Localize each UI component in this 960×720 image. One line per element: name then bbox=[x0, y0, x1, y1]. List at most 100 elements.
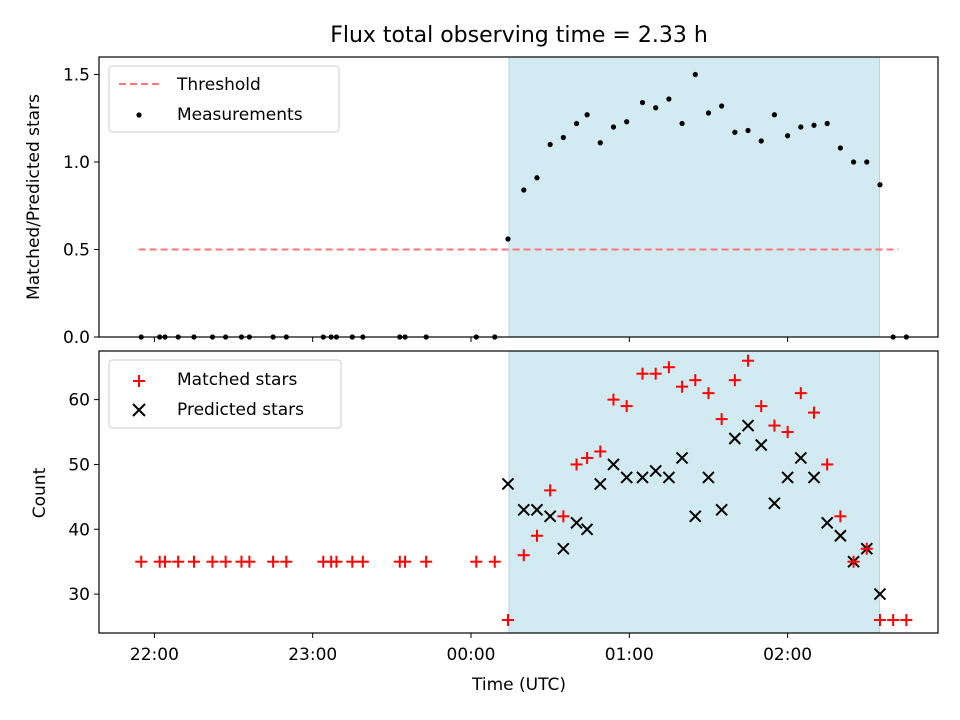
bottom-observing-window bbox=[508, 350, 880, 634]
measurement-point bbox=[679, 120, 685, 127]
matched-stars-point bbox=[702, 387, 715, 400]
measurement-point bbox=[837, 145, 843, 151]
matched-stars-point bbox=[530, 529, 543, 542]
legend-predicted-swatch bbox=[132, 403, 146, 417]
predicted-stars-point bbox=[649, 464, 662, 478]
matched-stars-point bbox=[581, 451, 594, 464]
legend-measurements-swatch bbox=[136, 112, 142, 118]
matched-stars-point bbox=[689, 374, 702, 387]
predicted-stars-point bbox=[689, 510, 702, 523]
predicted-stars-point bbox=[543, 510, 557, 523]
predicted-stars-point bbox=[794, 451, 808, 465]
top-observing-window bbox=[508, 56, 880, 338]
top-y-tick-label: 1.5 bbox=[63, 66, 90, 86]
top-y-tick-label: 1.0 bbox=[63, 153, 90, 173]
bottom-legend: Matched stars Predicted stars bbox=[108, 359, 342, 429]
measurement-point bbox=[692, 71, 698, 78]
measurement-point bbox=[705, 110, 712, 116]
bottom-y-tick-label: 60 bbox=[68, 391, 90, 411]
measurement-point bbox=[653, 105, 659, 111]
measurement-point bbox=[824, 120, 830, 127]
legend-matched-label: Matched stars bbox=[177, 370, 297, 390]
measurement-point bbox=[771, 112, 778, 118]
predicted-stars-point bbox=[741, 419, 755, 432]
matched-stars-point bbox=[470, 555, 483, 568]
legend-threshold-label: Threshold bbox=[176, 75, 261, 95]
bottom-y-tick-label: 30 bbox=[68, 585, 90, 605]
matched-stars-point bbox=[860, 542, 873, 555]
predicted-stars-point bbox=[530, 503, 544, 517]
bottom-legend-box bbox=[108, 359, 342, 429]
bottom-y-axis-label: Count bbox=[30, 467, 50, 518]
measurement-point bbox=[560, 134, 566, 141]
matched-stars-points bbox=[135, 354, 913, 627]
top-y-tick-label: 0.0 bbox=[63, 328, 90, 348]
matched-stars-point bbox=[873, 614, 886, 627]
top-y-axis-label: Matched/Predicted stars bbox=[24, 94, 44, 300]
predicted-stars-point bbox=[662, 471, 676, 484]
measurement-point bbox=[505, 236, 511, 242]
measurement-point bbox=[597, 140, 603, 146]
measurement-point bbox=[624, 119, 630, 125]
matched-stars-point bbox=[330, 555, 343, 568]
matched-stars-point bbox=[594, 445, 607, 458]
matched-stars-point bbox=[607, 393, 620, 406]
matched-stars-point bbox=[206, 555, 219, 568]
measurement-point bbox=[798, 124, 804, 130]
top-x-ticks bbox=[153, 337, 789, 342]
matched-stars-point bbox=[243, 555, 256, 568]
matched-stars-point bbox=[620, 400, 633, 413]
predicted-stars-point bbox=[781, 471, 794, 484]
matched-stars-point bbox=[172, 555, 185, 568]
x-tick-label: 23:00 bbox=[288, 645, 337, 665]
predicted-stars-point bbox=[501, 477, 515, 491]
predicted-stars-points bbox=[501, 419, 887, 601]
predicted-stars-point bbox=[620, 471, 633, 484]
predicted-stars-point bbox=[580, 523, 594, 536]
matched-stars-point bbox=[346, 555, 359, 568]
measurement-point bbox=[850, 159, 857, 165]
matched-stars-point bbox=[715, 413, 728, 426]
measurement-point bbox=[758, 138, 764, 144]
predicted-stars-point bbox=[820, 516, 834, 530]
top-y-ticks: 0.0 0.5 1.0 1.5 bbox=[63, 66, 99, 348]
matched-stars-point bbox=[887, 614, 900, 627]
bottom-y-ticks: 30 40 50 60 bbox=[68, 391, 99, 605]
matched-stars-point bbox=[219, 555, 232, 568]
matched-stars-point bbox=[501, 614, 514, 627]
bottom-y-tick-label: 40 bbox=[68, 520, 90, 540]
top-legend: Threshold Measurements bbox=[108, 65, 340, 133]
matched-stars-point bbox=[570, 458, 583, 471]
measurement-point bbox=[547, 141, 553, 148]
matched-stars-point bbox=[807, 406, 820, 419]
matched-stars-point bbox=[649, 367, 662, 380]
matched-stars-point bbox=[728, 374, 741, 387]
matched-stars-point bbox=[781, 426, 794, 439]
measurement-point bbox=[732, 129, 738, 135]
predicted-stars-point bbox=[570, 516, 583, 530]
predicted-stars-point bbox=[607, 458, 620, 471]
measurement-point bbox=[610, 124, 617, 130]
measurement-point bbox=[573, 120, 580, 127]
measurement-point bbox=[719, 103, 725, 109]
matched-stars-point bbox=[280, 555, 293, 568]
matched-stars-point bbox=[847, 555, 860, 568]
predicted-stars-point bbox=[755, 438, 768, 452]
predicted-stars-point bbox=[557, 542, 570, 555]
measurement-point bbox=[584, 112, 590, 118]
matched-stars-point bbox=[900, 614, 913, 627]
predicted-stars-point bbox=[873, 587, 887, 601]
figure-title: Flux total observing time = 2.33 h bbox=[330, 23, 708, 48]
matched-stars-point bbox=[420, 555, 433, 568]
matched-stars-point bbox=[821, 458, 834, 471]
legend-predicted-label: Predicted stars bbox=[177, 400, 304, 420]
x-tick-label: 02:00 bbox=[763, 645, 812, 665]
legend-matched-swatch bbox=[133, 375, 145, 387]
predicted-stars-point bbox=[675, 451, 689, 465]
measurement-point bbox=[785, 133, 791, 139]
measurement-point bbox=[877, 182, 883, 188]
bottom-y-tick-label: 50 bbox=[68, 455, 90, 475]
matched-stars-point bbox=[742, 354, 755, 367]
predicted-stars-point bbox=[702, 471, 715, 484]
